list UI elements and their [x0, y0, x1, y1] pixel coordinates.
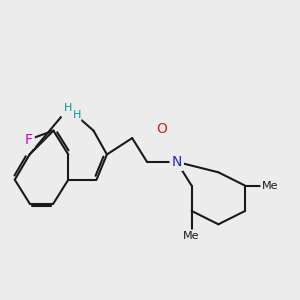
- Text: N: N: [63, 101, 74, 116]
- Text: N: N: [172, 155, 182, 169]
- Text: Me: Me: [262, 181, 279, 191]
- Text: H: H: [72, 110, 81, 120]
- Text: H: H: [64, 103, 73, 113]
- Text: O: O: [157, 122, 167, 136]
- Text: F: F: [25, 133, 33, 147]
- Text: Me: Me: [183, 231, 200, 241]
